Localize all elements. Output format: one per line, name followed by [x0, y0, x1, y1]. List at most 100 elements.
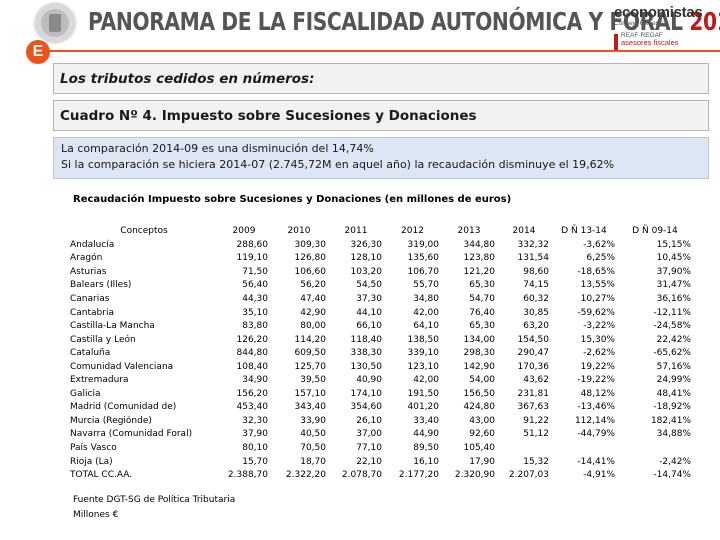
row-label: Navarra (Comunidad Foral) [70, 429, 193, 440]
brand-tag: asesores fiscales [621, 38, 679, 47]
table-cell: 65,30 [469, 280, 495, 291]
table-cell: 44,10 [356, 307, 382, 318]
table-cell: 91,22 [523, 415, 549, 426]
footer-source: Fuente DGT-SG de Política Tributaria [73, 495, 236, 505]
table-cell: 182,41% [650, 415, 691, 426]
row-label: Rioja (La) [70, 456, 113, 467]
row-label: Galicia [70, 388, 101, 399]
column-header: 2009 [232, 226, 256, 236]
table-cell: 128,10 [350, 253, 383, 264]
column-header: 2012 [401, 226, 424, 236]
table-cell: 103,20 [350, 266, 383, 277]
table-cell: 80,10 [242, 442, 268, 453]
table-cell: 18,70 [300, 456, 326, 467]
table-cell: 54,50 [356, 280, 382, 291]
table-cell: 40,50 [300, 429, 326, 440]
table-cell: 33,90 [300, 415, 326, 426]
table-cell: 15,15% [656, 239, 691, 250]
table-row: Cantabria 35,10 42,90 44,10 42,00 76,40 30,85 -… [70, 306, 693, 320]
header-divider [45, 50, 720, 52]
row-label: Castilla y León [70, 334, 136, 345]
table-cell: -65,62% [653, 348, 691, 359]
table-cell: 40,90 [356, 375, 382, 386]
table-cell: 154,50 [517, 334, 550, 345]
table-cell: 37,90 [242, 429, 268, 440]
table-cell: -13,46% [577, 402, 615, 413]
title-main: PANORAMA DE LA FISCALIDAD AUTONÓMICA Y F… [88, 7, 683, 36]
footer-units: Millones € [73, 510, 119, 520]
table-cell: 106,70 [407, 266, 440, 277]
table-cell: -44,79% [577, 429, 615, 440]
table-cell [551, 441, 617, 455]
table-cell: -59,62% [577, 307, 615, 318]
table-cell: 298,30 [463, 348, 496, 359]
table-cell: 74,15 [523, 280, 549, 291]
table-cell: -3,62% [583, 239, 615, 250]
brand-org: REAF·REGAF [621, 32, 663, 39]
table-cell: -18,65% [577, 266, 615, 277]
table-cell: 2.388,70 [227, 470, 268, 481]
table-cell: 453,40 [236, 402, 269, 413]
table-cell: 156,50 [463, 388, 496, 399]
table-header-row: Conceptos 2009 2010 2011 2012 2013 2014 D Ñ 13-… [70, 224, 693, 238]
brand-bar-icon [614, 34, 618, 52]
table-row: Madrid (Comunidad de) 453,40 343,40 354,60 4… [70, 401, 693, 415]
table-cell: 114,20 [294, 334, 327, 345]
column-header: D Ñ 13-14 [561, 226, 607, 236]
table-cell: 174,10 [350, 388, 383, 399]
row-label: Balears (Illes) [70, 280, 132, 291]
table-cell: -4,91% [583, 470, 615, 481]
brand-name: economistas [614, 4, 703, 21]
column-header: 2010 [287, 226, 311, 236]
table-cell: 24,99% [656, 375, 691, 386]
table-cell: 2.207,03 [508, 470, 549, 481]
table-cell: -24,58% [653, 321, 691, 332]
column-header: D Ñ 09-14 [632, 226, 678, 236]
row-label: Aragón [70, 253, 103, 264]
row-label: Asturias [70, 266, 107, 277]
table-cell: 125,70 [294, 361, 327, 372]
table-cell: 157,10 [294, 388, 327, 399]
table-heading: Cuadro Nº 4. Impuesto sobre Sucesiones y… [60, 108, 477, 124]
table-row: Canarias 44,30 47,40 37,30 34,80 54,70 60,32 10… [70, 292, 693, 306]
table-cell: 156,20 [236, 388, 269, 399]
table-cell: 424,80 [463, 402, 496, 413]
table-cell: 37,90% [656, 266, 691, 277]
table-cell: 339,10 [407, 348, 440, 359]
table-cell: 64,10 [413, 321, 439, 332]
row-label: Comunidad Valenciana [70, 361, 174, 372]
table-cell: 2.078,70 [341, 470, 382, 481]
table-cell: -18,92% [653, 402, 691, 413]
table-cell: 126,20 [236, 334, 269, 345]
row-label: Murcia (Regiónde) [70, 415, 152, 426]
table-cell: 126,80 [294, 253, 327, 264]
table-cell: 326,30 [350, 239, 383, 250]
table-row: País Vasco 80,10 70,50 77,10 89,50 105,40 [70, 441, 693, 455]
table-cell: 2.320,90 [454, 470, 495, 481]
table-cell: 10,45% [656, 253, 691, 264]
column-header: 2011 [344, 226, 368, 236]
table-cell: 57,16% [656, 361, 691, 372]
table-cell: 112,14% [574, 415, 615, 426]
table-cell: 37,00 [356, 429, 382, 440]
table-cell: 34,88% [656, 429, 691, 440]
table-cell: 121,20 [463, 266, 496, 277]
table-row: Andalucía 288,60 309,30 326,30 319,00 344,80 3… [70, 238, 693, 252]
table-cell: 80,00 [300, 321, 326, 332]
info-box: La comparación 2014-09 es una disminució… [53, 137, 709, 179]
table-heading-box: Cuadro Nº 4. Impuesto sobre Sucesiones y… [53, 100, 709, 131]
table-cell: 16,10 [413, 456, 439, 467]
table-cell: 42,90 [300, 307, 326, 318]
table-cell: 290,47 [517, 348, 550, 359]
table-cell: 17,90 [469, 456, 495, 467]
section-title: Los tributos cedidos en números: [60, 71, 315, 87]
table-cell: 77,10 [356, 442, 382, 453]
table-cell: 32,30 [242, 415, 268, 426]
table-cell: 66,10 [356, 321, 382, 332]
table-cell: 51,12 [523, 429, 549, 440]
header-bar: PANORAMA DE LA FISCALIDAD AUTONÓMICA Y F… [0, 0, 720, 52]
table-cell: 609,50 [294, 348, 327, 359]
table-cell: 89,50 [413, 442, 439, 453]
table-row: Castilla y León 126,20 114,20 118,40 138,50 1… [70, 333, 693, 347]
table-cell: 338,30 [350, 348, 383, 359]
